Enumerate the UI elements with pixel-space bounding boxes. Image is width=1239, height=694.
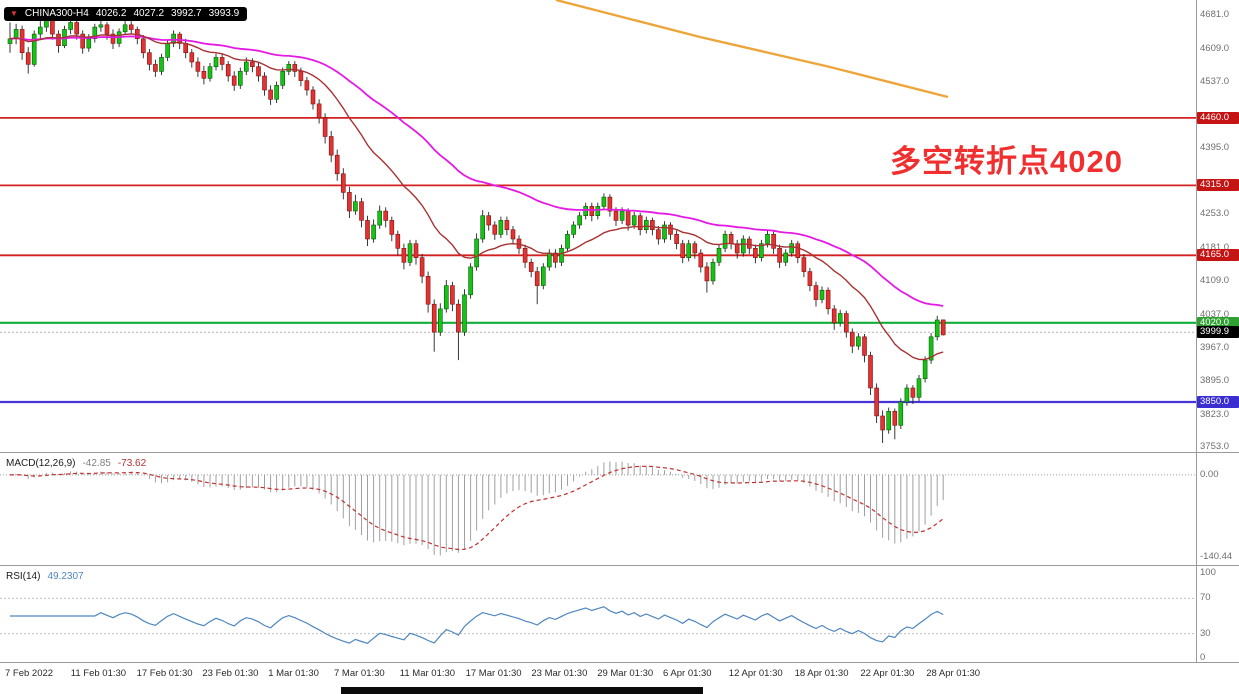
time-axis-label: 7 Feb 2022: [5, 668, 54, 679]
time-axis-label: 17 Feb 01:30: [136, 668, 193, 679]
down-arrow-icon: ▼: [10, 8, 18, 18]
time-axis-label: 17 Mar 01:30: [465, 668, 522, 679]
high-value: 4027.2: [133, 8, 165, 19]
price-axis-separator: [1196, 0, 1197, 663]
time-axis-label: 28 Apr 01:30: [926, 668, 981, 679]
price-tick-label: 3823.0: [1200, 408, 1230, 420]
price-tick-label: 4681.0: [1200, 9, 1230, 20]
rsi-axis-label: 30: [1200, 627, 1211, 639]
symbol-ohlc-box: ▼ CHINA300-H4 4026.2 4027.2 3992.7 3993.…: [4, 7, 248, 21]
open-value: 4026.2: [95, 8, 127, 19]
ma-fast-line[interactable]: [9, 33, 944, 361]
rsi-axis-label: 70: [1200, 592, 1211, 604]
price-tick-label: 4609.0: [1200, 42, 1230, 54]
macd-indicator-label: MACD(12,26,9) -42.85 -73.62: [6, 458, 146, 469]
price-tick-label: 4181.0: [1200, 241, 1230, 253]
price-level-badge: 4020.0: [1197, 316, 1239, 329]
macd-histogram: [15, 461, 944, 556]
price-tick-label: 3967.0: [1200, 341, 1230, 353]
time-axis-label: 18 Apr 01:30: [794, 668, 849, 679]
price-level-badge: 3850.0: [1197, 395, 1239, 408]
level-lines[interactable]: [0, 117, 1196, 404]
time-axis-label: 6 Apr 01:30: [663, 668, 712, 679]
close-value: 3993.9: [208, 8, 240, 19]
rsi-value: 49.2307: [47, 571, 84, 582]
time-axis-label: 23 Feb 01:30: [202, 668, 259, 679]
macd-main-value: -42.85: [82, 458, 111, 469]
time-axis-label: 22 Apr 01:30: [860, 668, 915, 679]
time-axis-label: 11 Feb 01:30: [70, 668, 127, 679]
time-axis-label: 7 Mar 01:30: [334, 668, 385, 679]
ma-slow-line[interactable]: [9, 35, 944, 307]
time-axis-label: 23 Mar 01:30: [531, 668, 588, 679]
price-tick-label: 4253.0: [1200, 208, 1230, 220]
price-level-badge: 4315.0: [1197, 179, 1239, 192]
macd-axis-zero: 0.00: [1200, 468, 1219, 480]
price-tick-label: 4109.0: [1200, 275, 1230, 287]
rsi-name: RSI(14): [6, 571, 41, 582]
annotation-text[interactable]: 多空转折点4020: [890, 144, 1123, 179]
bottom-bar: [341, 687, 703, 694]
panel-separator[interactable]: [0, 565, 1239, 566]
price-tick-label: 3895.0: [1200, 375, 1230, 387]
macd-name: MACD(12,26,9): [6, 458, 76, 469]
rsi-line: [10, 606, 944, 644]
rsi-axis-label: 0: [1200, 652, 1206, 663]
price-tick-label: 4037.0: [1200, 308, 1230, 320]
trendline[interactable]: [555, 0, 949, 99]
price-tick-label: 4395.0: [1200, 142, 1230, 154]
rsi-axis-label: 100: [1200, 567, 1216, 578]
macd-signal-line: [9, 465, 944, 551]
time-axis-label: 12 Apr 01:30: [728, 668, 783, 679]
macd-signal-value: -73.62: [117, 458, 147, 469]
panel-separator[interactable]: [0, 452, 1239, 453]
price-level-badge: 4165.0: [1197, 249, 1239, 262]
current-price-badge: 3999.9: [1197, 326, 1239, 339]
macd-axis-min: -140.44: [1200, 551, 1233, 562]
time-axis-label: 1 Mar 01:30: [268, 668, 319, 679]
low-value: 3992.7: [171, 8, 202, 19]
time-axis-label: 11 Mar 01:30: [399, 668, 456, 679]
symbol-label: CHINA300-H4: [24, 8, 89, 19]
price-tick-label: 4537.0: [1200, 76, 1230, 88]
candles: [7, 15, 946, 443]
panel-separator: [0, 662, 1239, 663]
rsi-level-lines: [0, 597, 1196, 635]
time-axis-label: 29 Mar 01:30: [597, 668, 654, 679]
rsi-indicator-label: RSI(14) 49.2307: [6, 571, 84, 582]
price-tick-label: 3753.0: [1200, 441, 1230, 453]
price-level-badge: 4460.0: [1197, 111, 1239, 124]
